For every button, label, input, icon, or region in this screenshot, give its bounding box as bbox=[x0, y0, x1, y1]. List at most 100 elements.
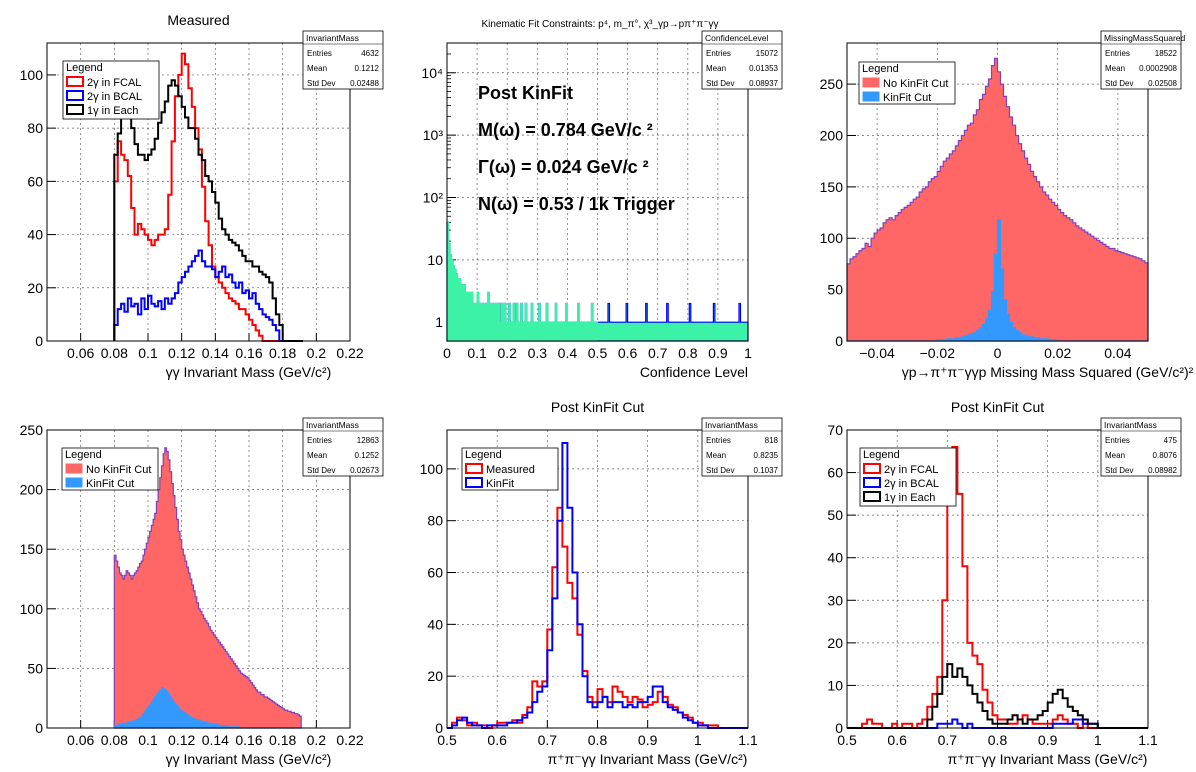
y-tick-label: 20 bbox=[427, 668, 443, 684]
legend: Legend No KinFit Cut KinFit Cut bbox=[61, 447, 159, 491]
stats-value: 0.8076 bbox=[1153, 451, 1178, 460]
panel-5: 0.5 0.6 0.7 0.8 0.9 1 1.1 0 20 40 60 80 100 Post KinF… bbox=[420, 399, 783, 767]
stats-box: InvariantMass Entries 475 Mean 0.8076 Std Dev… bbox=[1100, 417, 1182, 477]
panel-2: 0 0.1 0.2 0.3 0.4 0.5 0.6 0.7 0.8 0.9 1 1 10 10² 10³ 10… bbox=[421, 19, 783, 380]
x-tick-label: 0.04 bbox=[1104, 345, 1131, 361]
y-tick-label: 50 bbox=[27, 660, 43, 676]
x-tick-label: 0.5 bbox=[837, 732, 857, 748]
plot-frame bbox=[846, 42, 1149, 342]
stats-label: Std Dev bbox=[1105, 79, 1133, 88]
histogram-1-in-each bbox=[113, 79, 303, 342]
series-group bbox=[447, 442, 748, 729]
x-tick-label: 0.2 bbox=[307, 732, 327, 748]
histogram-kinfit bbox=[447, 442, 748, 729]
x-axis-label: Confidence Level bbox=[640, 364, 748, 380]
x-tick-label: 0.14 bbox=[202, 345, 229, 361]
stats-box: ConfidenceLevel Entries 15072 Mean 0.01353 St… bbox=[701, 30, 783, 90]
x-tick-label: 0.8 bbox=[588, 732, 608, 748]
x-tick-label: −0.02 bbox=[920, 345, 956, 361]
stats-label: Std Dev bbox=[307, 79, 335, 88]
y-tick-label: 80 bbox=[427, 513, 443, 529]
stats-name: ConfidenceLevel bbox=[705, 33, 768, 43]
stats-value: 0.02673 bbox=[350, 466, 379, 475]
plot-frame bbox=[446, 42, 749, 342]
x-tick-label: 0.6 bbox=[618, 345, 638, 361]
stats-label: Entries bbox=[307, 49, 332, 58]
panel-6: 0.5 0.6 0.7 0.8 0.9 1 1.1 0 10 20 30 40 50 60 70 Post K… bbox=[827, 399, 1182, 767]
x-tick-label: 0.8 bbox=[988, 732, 1008, 748]
legend-swatch bbox=[65, 477, 83, 488]
stats-box-frame bbox=[302, 417, 384, 477]
stats-name: InvariantMass bbox=[1104, 420, 1157, 430]
histogram-2-in-bcal bbox=[113, 249, 303, 342]
x-tick-label: 0.5 bbox=[588, 345, 608, 361]
y-tick-label: 150 bbox=[820, 179, 844, 195]
x-tick-label: 0.16 bbox=[235, 732, 262, 748]
plot-frame bbox=[46, 429, 351, 729]
annotation-text: N(ω) = 0.53 / 1k Trigger bbox=[478, 194, 675, 214]
y-tick-label: 100 bbox=[20, 67, 44, 83]
legend-title: Legend bbox=[862, 63, 899, 75]
legend-frame bbox=[461, 447, 559, 491]
stats-value: 0.02488 bbox=[350, 79, 379, 88]
x-tick-label: 0.08 bbox=[101, 732, 128, 748]
x-axis-label: π⁺π⁻γγ Invariant Mass (GeV/c²) bbox=[948, 751, 1148, 767]
legend: Legend No KinFit Cut KinFit Cut bbox=[858, 61, 956, 105]
x-tick-label: 0.12 bbox=[168, 345, 195, 361]
x-axis-label: π⁺π⁻γγ Invariant Mass (GeV/c²) bbox=[548, 751, 748, 767]
panel-3: −0.04 −0.02 0 0.02 0.04 0 50 100 150 200 250 γp→π⁺π… bbox=[820, 30, 1194, 380]
y-axis: 0 20 40 60 80 100 bbox=[420, 461, 748, 736]
stats-value: 0.08937 bbox=[749, 79, 778, 88]
x-tick-label: 1 bbox=[1094, 732, 1102, 748]
y-tick-label: 10² bbox=[423, 189, 444, 205]
stats-label: Entries bbox=[706, 49, 731, 58]
legend-label: KinFit bbox=[486, 478, 514, 490]
panel-4: 0.06 0.08 0.1 0.12 0.14 0.16 0.18 0.2 0.22 0 50 100… bbox=[20, 417, 384, 767]
stats-value: 475 bbox=[1164, 436, 1178, 445]
stats-value: 0.1212 bbox=[355, 64, 380, 73]
x-tick-label: 0.1 bbox=[138, 345, 158, 361]
stats-box: InvariantMass Entries 12863 Mean 0.1252 Std D… bbox=[302, 417, 384, 477]
x-tick-label: 0.7 bbox=[648, 345, 668, 361]
x-tick-label: 0.2 bbox=[497, 345, 517, 361]
y-tick-label: 10 bbox=[827, 677, 843, 693]
histogram-no-kinfit-cut bbox=[846, 57, 1149, 342]
stats-name: InvariantMass bbox=[306, 420, 359, 430]
x-tick-label: 0.22 bbox=[336, 732, 363, 748]
stats-label: Std Dev bbox=[706, 79, 734, 88]
stats-value: 0.1252 bbox=[355, 451, 380, 460]
x-tick-label: 0.08 bbox=[101, 345, 128, 361]
stats-label: Entries bbox=[1105, 436, 1130, 445]
stats-box-frame bbox=[1100, 30, 1182, 90]
legend: Legend Measured KinFit bbox=[461, 447, 559, 491]
legend-swatch bbox=[863, 477, 881, 488]
y-tick-label: 20 bbox=[27, 280, 43, 296]
y-tick-label: 10⁴ bbox=[421, 65, 443, 81]
x-tick-label: 0.18 bbox=[269, 732, 296, 748]
x-tick-label: 0.1 bbox=[467, 345, 487, 361]
y-tick-label: 50 bbox=[827, 282, 843, 298]
stats-value: 4632 bbox=[361, 49, 379, 58]
y-tick-label: 50 bbox=[827, 507, 843, 523]
legend-swatch bbox=[465, 463, 483, 474]
y-tick-label: 250 bbox=[20, 422, 44, 438]
x-tick-label: 1.1 bbox=[1138, 732, 1158, 748]
annotation-text: M(ω) = 0.784 GeV/c ² bbox=[478, 120, 653, 140]
x-tick-label: 0.06 bbox=[67, 732, 94, 748]
x-axis-label: γγ Invariant Mass (GeV/c²) bbox=[166, 364, 332, 380]
stats-value: 12863 bbox=[357, 436, 380, 445]
y-axis: 1 10 10² 10³ 10⁴ bbox=[421, 53, 748, 330]
annotation-text: Post KinFit bbox=[478, 83, 573, 103]
y-tick-label: 100 bbox=[420, 461, 444, 477]
legend-swatch bbox=[863, 491, 881, 502]
stats-label: Mean bbox=[307, 451, 327, 460]
stats-value: 0.0002908 bbox=[1139, 64, 1177, 73]
stats-value: 0.8235 bbox=[754, 451, 779, 460]
x-tick-label: 0.06 bbox=[67, 345, 94, 361]
x-tick-label: 1 bbox=[744, 345, 752, 361]
y-tick-label: 10³ bbox=[423, 127, 444, 143]
x-tick-label: 0.16 bbox=[235, 345, 262, 361]
series-group bbox=[113, 52, 303, 342]
y-tick-label: 250 bbox=[820, 76, 844, 92]
histogram-cut bbox=[446, 221, 599, 342]
